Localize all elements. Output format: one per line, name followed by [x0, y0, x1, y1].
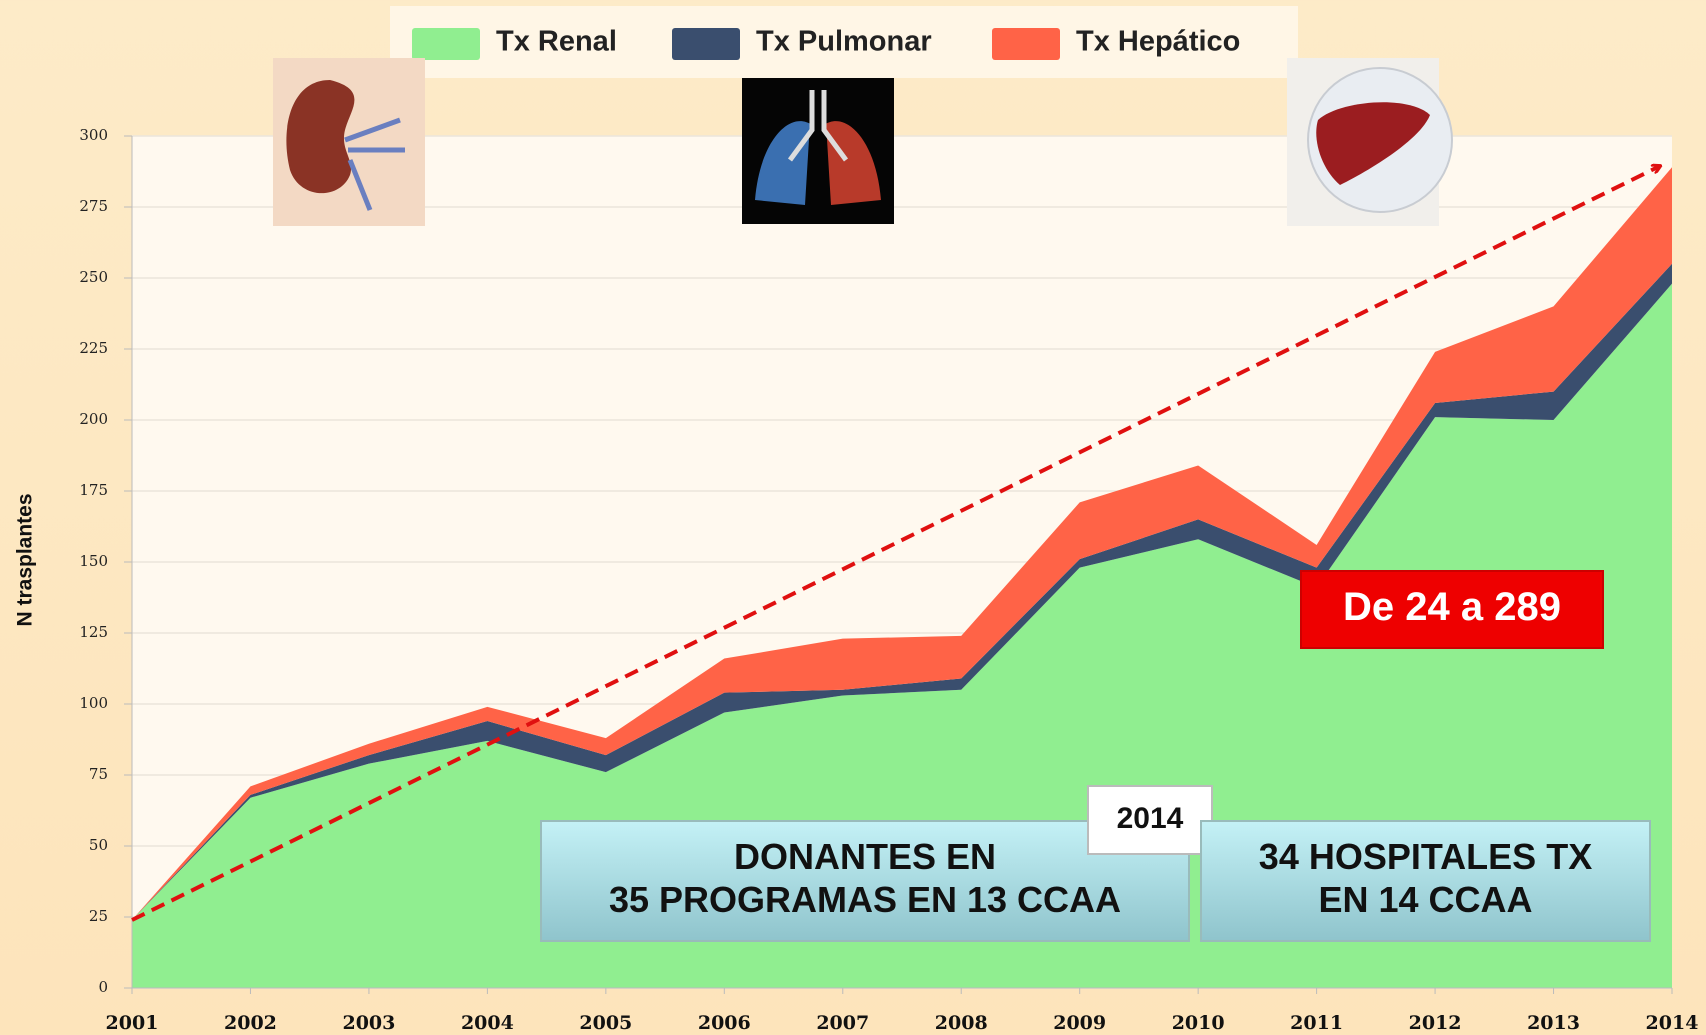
- legend-swatch: [672, 28, 740, 60]
- legend-swatch: [992, 28, 1060, 60]
- trend-arrow: [131, 166, 1660, 922]
- x-tick-label: 2004: [461, 1012, 514, 1034]
- y-tick-label: 125: [79, 623, 108, 641]
- kidney-image: [273, 58, 425, 226]
- areas: [132, 167, 1672, 988]
- x-tick-label: 2007: [816, 1012, 869, 1034]
- y-tick-label: 75: [89, 765, 108, 783]
- y-tick-label: 200: [79, 410, 108, 428]
- annotation-text: 35 PROGRAMAS EN 13 CCAA: [609, 879, 1121, 920]
- x-tick-label: 2001: [106, 1012, 159, 1034]
- y-tick-label: 150: [79, 552, 108, 570]
- annotation-box: [1200, 820, 1651, 942]
- x-tick-label: 2008: [935, 1012, 988, 1034]
- x-tick-label: 2009: [1053, 1012, 1106, 1034]
- legend-label: Tx Renal: [496, 26, 617, 58]
- y-tick-label: 275: [79, 197, 108, 215]
- x-tick-label: 2003: [342, 1012, 395, 1034]
- y-tick-label: 100: [79, 694, 108, 712]
- y-tick-label: 175: [79, 481, 108, 499]
- annotation-box: [540, 820, 1190, 942]
- x-tick-label: 2005: [579, 1012, 632, 1034]
- y-tick-label: 25: [89, 907, 108, 925]
- annotation-text: 2014: [1117, 802, 1184, 835]
- labels: 0 25 50 75 100 125 150 175 200 225 250 275 300 2001 20…: [79, 126, 1698, 1034]
- lungs-image: [742, 78, 894, 224]
- y-tick-label: 0: [98, 978, 108, 996]
- x-tick-label: 2013: [1527, 1012, 1580, 1034]
- legend-label: Tx Hepático: [1076, 26, 1240, 58]
- legend: Tx Renal Tx Pulmonar Tx Hepático: [412, 26, 1240, 60]
- x-tick-label: 2006: [698, 1012, 751, 1034]
- x-tick-label: 2002: [224, 1012, 277, 1034]
- y-axis-label: N trasplantes: [14, 493, 37, 626]
- annotation-text: EN 14 CCAA: [1318, 879, 1532, 920]
- legend-swatch: [412, 28, 480, 60]
- x-tick-label: 2011: [1290, 1012, 1343, 1034]
- y-tick-label: 50: [89, 836, 108, 854]
- x-tick-label: 2010: [1172, 1012, 1225, 1034]
- annotation-box: [1300, 570, 1604, 649]
- area: [132, 283, 1672, 988]
- annotation-text: 34 HOSPITALES TX: [1259, 836, 1592, 877]
- annotation-text: De 24 a 289: [1343, 585, 1561, 629]
- x-tick-label: 2014: [1646, 1012, 1699, 1034]
- liver-image: [1287, 58, 1453, 226]
- y-tick-label: 250: [79, 268, 108, 286]
- legend-box: [390, 6, 1298, 78]
- annotation-box: [1087, 785, 1213, 855]
- annotation-text: DONANTES EN: [734, 836, 996, 877]
- y-tick-label: 300: [79, 126, 108, 144]
- x-tick-label: 2012: [1409, 1012, 1462, 1034]
- legend-label: Tx Pulmonar: [756, 26, 932, 58]
- y-tick-label: 225: [79, 339, 108, 357]
